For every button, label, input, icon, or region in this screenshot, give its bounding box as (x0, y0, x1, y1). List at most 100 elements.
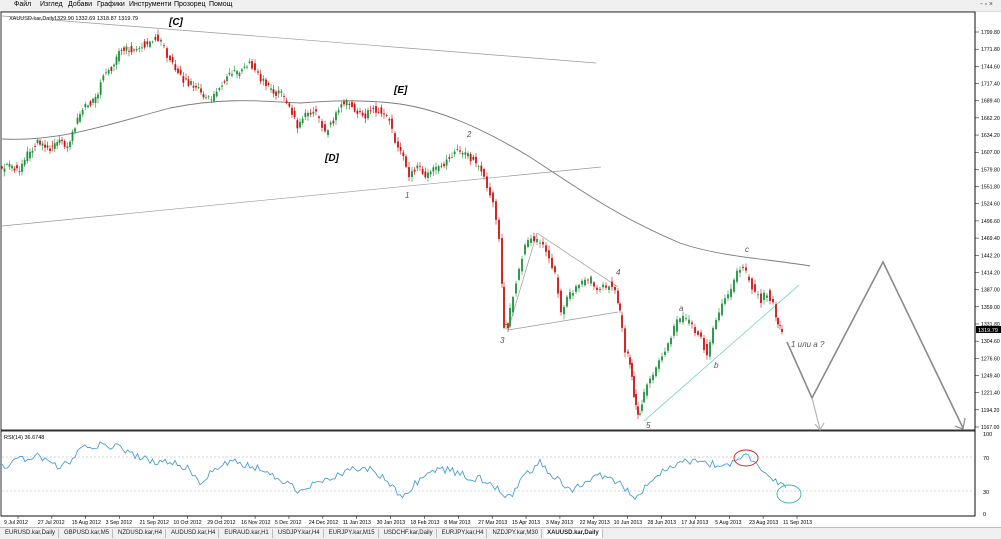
candle-bearish (89, 101, 92, 106)
candle-bearish (691, 322, 693, 325)
upper-trendline[interactable] (1, 15, 597, 64)
triangle-lower-line[interactable] (507, 311, 619, 331)
candle-bearish (775, 304, 777, 318)
rsi-pane (0, 430, 976, 517)
candle-bullish (512, 296, 514, 313)
projection-path[interactable] (786, 260, 964, 429)
arrow-head-right-icon (954, 417, 966, 430)
candle-bullish (679, 318, 681, 322)
candle-bearish (557, 277, 559, 294)
candle-bullish (712, 328, 714, 344)
menu-window[interactable]: Прозорец (174, 1, 206, 8)
tab-eurjpy-kar-m15[interactable]: EURJPY.kar,M15 (326, 529, 379, 538)
candle-bullish (11, 165, 13, 169)
candle-bearish (781, 328, 783, 333)
candle-bearish (408, 167, 410, 178)
menu-view[interactable]: Изглед (40, 1, 63, 8)
candle-bearish (359, 111, 361, 113)
chart-canvas[interactable]: XAUUSD.kar,Daily 1329.90 1332.69 1318.87… (0, 11, 1001, 527)
triangle-top-line[interactable] (536, 232, 619, 288)
rsi-line[interactable] (1, 441, 787, 500)
candle-bearish (424, 171, 427, 178)
support-trendline[interactable] (643, 284, 800, 422)
candle-bullish (18, 171, 21, 173)
candle-bearish (39, 140, 41, 145)
candle-bullish (569, 292, 571, 299)
candle-bullish (270, 88, 272, 90)
tab-audusd-kar-h4[interactable]: AUDUSD.kar,H4 (168, 529, 220, 538)
candle-bullish (312, 111, 315, 114)
candle-bearish (120, 50, 123, 52)
candle-bullish (435, 166, 437, 170)
price-pane (0, 11, 976, 431)
candle-bearish (779, 325, 781, 327)
menu-help[interactable]: Помощ (209, 1, 233, 8)
candle-bearish (133, 49, 135, 51)
tab-usdchf-kar-daily[interactable]: USDCHF.kar,Daily (381, 529, 437, 538)
candle-bullish (160, 39, 162, 42)
menu-charts[interactable]: Графики (97, 1, 125, 8)
candle-bearish (372, 107, 375, 109)
candle-bullish (524, 244, 526, 255)
tab-eurusd-kar-daily[interactable]: EURUSD.kar,Daily (2, 529, 60, 538)
wave-label-D: [D] (324, 153, 340, 164)
candle-bearish (169, 55, 171, 61)
candle-bearish (754, 284, 756, 292)
tab-eurjpy-kar-h4[interactable]: EURJPY.kar,H4 (439, 529, 488, 538)
candle-bullish (367, 110, 369, 119)
candle-bearish (163, 45, 165, 47)
candle-bullish (87, 105, 89, 108)
candle-bearish (443, 163, 445, 167)
candle-bullish (207, 96, 210, 98)
candle-bullish (327, 130, 329, 136)
menu-file[interactable]: Файл (14, 1, 32, 8)
time-axis-label: 9 Jul 2012 (4, 520, 28, 526)
window-controls[interactable]: - ▫ × (980, 1, 993, 8)
candle-bullish (518, 268, 520, 280)
tab-xauusd-kar-daily[interactable]: XAUUSD.kar,Daily (544, 529, 603, 538)
candle-bearish (769, 290, 771, 301)
candle-bullish (536, 239, 538, 243)
candle-bearish (631, 362, 633, 377)
tab-euraud-kar-h1[interactable]: EURAUD.kar,H1 (221, 529, 273, 538)
tab-gbpusd-kar-m5[interactable]: GBPUSD.kar,M5 (61, 529, 114, 538)
time-axis-label: 3 May 2013 (546, 520, 573, 526)
candle-bullish (113, 64, 115, 67)
candle-bullish (71, 131, 74, 142)
time-axis-label: 24 Dec 2012 (309, 520, 339, 526)
tab-nzdusd-kar-h4[interactable]: NZDUSD.kar,H4 (115, 529, 167, 538)
candle-bullish (721, 303, 723, 316)
tab-nzdjpy-kar-m30[interactable]: NZDJPY.kar,M30 (489, 529, 543, 538)
tab-usdjpy-kar-h4[interactable]: USDJPY.kar,H4 (275, 529, 324, 538)
candle-bullish (539, 242, 541, 244)
projection-arrow-left[interactable] (811, 397, 821, 430)
time-axis-label: 18 Feb 2013 (410, 520, 439, 526)
menu-tools[interactable]: Инструменти (129, 1, 172, 8)
candle-bearish (751, 278, 753, 290)
candle-bearish (309, 112, 312, 115)
chart-window[interactable]: XAUUSD.kar,Daily 1329.90 1332.69 1318.87… (0, 11, 1001, 527)
candle-bearish (637, 406, 639, 415)
current-price-label: 1319.79 (978, 328, 998, 334)
candle-bearish (483, 169, 485, 177)
candle-bearish (459, 150, 461, 152)
price-axis-label: 1551.80 (981, 185, 1000, 191)
price-axis-label: 1387.00 (981, 288, 1000, 294)
candle-bearish (348, 103, 351, 105)
lower-trendline[interactable] (1, 166, 602, 227)
candle-bearish (377, 112, 380, 114)
candle-bearish (254, 63, 256, 71)
candle-bullish (236, 71, 238, 75)
candle-bullish (277, 90, 280, 94)
moving-average-line[interactable] (1, 100, 811, 267)
menu-insert[interactable]: Добави (68, 1, 93, 8)
price-axis-label: 1662.20 (981, 116, 1000, 122)
wave-label-c: c (745, 245, 749, 254)
candle-bearish (324, 124, 326, 132)
candlesticks[interactable] (1, 29, 783, 420)
candle-bullish (652, 374, 654, 381)
time-axis-label: 16 Nov 2012 (241, 520, 271, 526)
candle-bearish (291, 107, 293, 115)
candle-bearish (192, 85, 195, 88)
candle-bullish (213, 93, 215, 102)
